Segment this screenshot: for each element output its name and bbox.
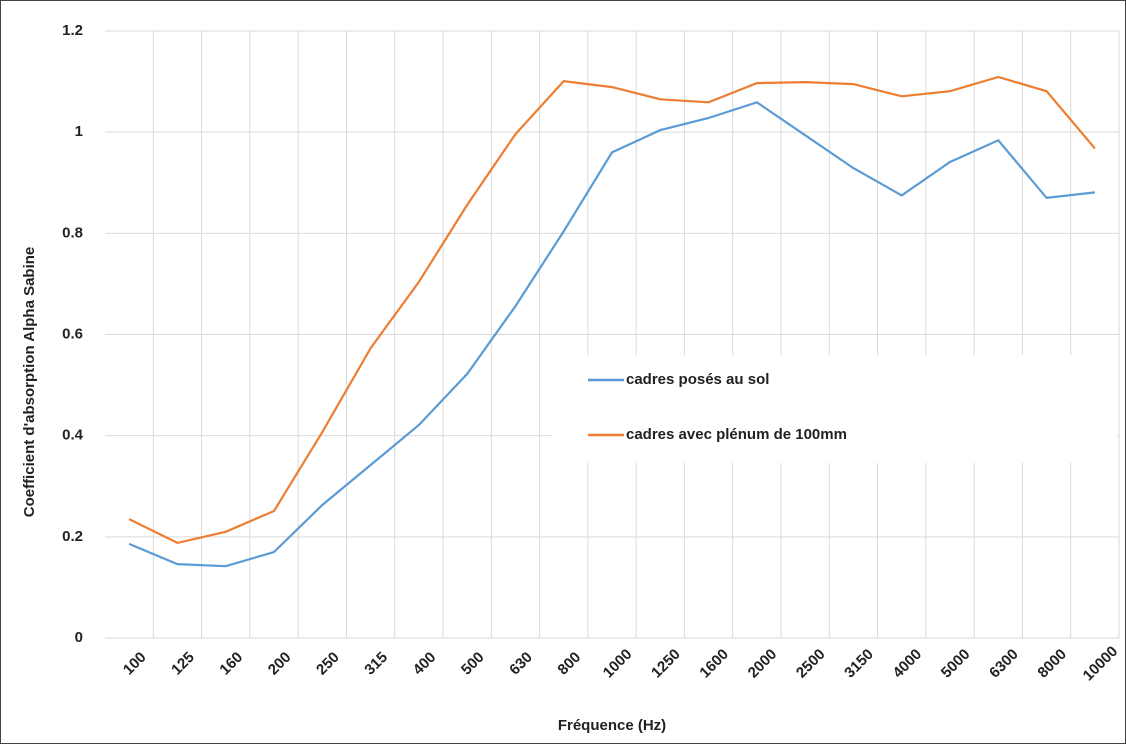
y-tick-label: 0.4 bbox=[62, 427, 84, 444]
y-tick-label: 0.6 bbox=[62, 325, 83, 342]
legend-label: cadres avec plénum de 100mm bbox=[626, 426, 847, 443]
y-tick-label: 0.8 bbox=[62, 224, 83, 241]
series-line bbox=[128, 101, 1096, 568]
grid bbox=[105, 30, 1120, 639]
y-tick-label: 0 bbox=[75, 629, 83, 646]
legend-label: cadres posés au sol bbox=[626, 371, 769, 388]
x-axis-title: Fréquence (Hz) bbox=[558, 717, 666, 734]
y-tick-label: 0.2 bbox=[62, 528, 83, 545]
y-tick-label: 1.2 bbox=[62, 22, 83, 39]
lines bbox=[128, 75, 1096, 568]
y-axis-title: Coefficient d'absorption Alpha Sabine bbox=[21, 247, 38, 518]
legend-background bbox=[552, 355, 1117, 463]
series-line bbox=[128, 75, 1096, 545]
legend: cadres posés au sol cadres avec plénum de… bbox=[552, 355, 1117, 463]
y-tick-label: 1 bbox=[75, 123, 83, 140]
